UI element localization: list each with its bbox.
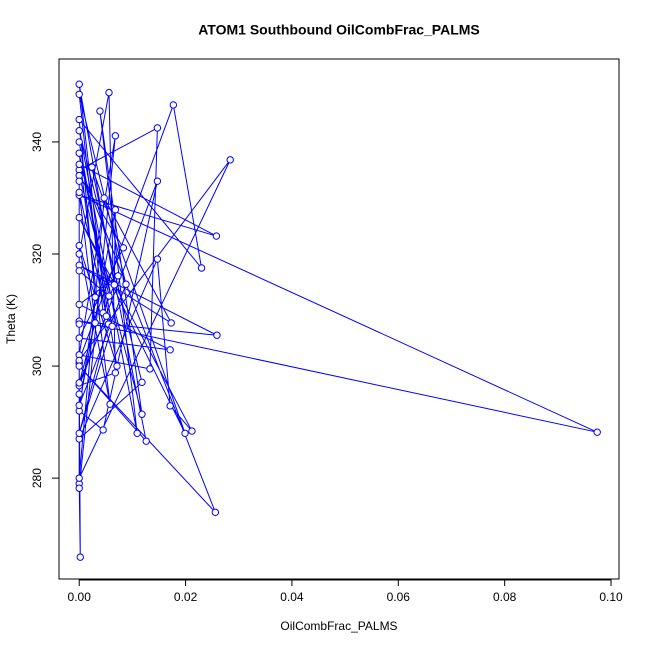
data-point	[153, 124, 162, 132]
data-point	[75, 213, 83, 222]
data-point	[197, 264, 206, 272]
data-point	[138, 410, 146, 418]
data-point	[75, 160, 83, 169]
data-point	[166, 402, 174, 410]
data-point	[88, 163, 96, 171]
data-point	[169, 101, 178, 109]
data-point	[142, 437, 150, 445]
data-point	[75, 138, 83, 146]
data-point	[108, 322, 116, 330]
x-tick-label: 0.10	[599, 590, 623, 604]
data-point	[75, 188, 83, 197]
data-line	[78, 84, 598, 558]
x-tick-label: 0.04	[280, 590, 304, 604]
data-point	[76, 553, 84, 561]
x-tick-label: 0.06	[387, 590, 411, 604]
data-point	[75, 401, 83, 409]
data-point	[75, 241, 83, 250]
y-axis-label: Theta (K)	[4, 294, 18, 344]
x-axis-label: OilCombFrac_PALMS	[280, 619, 397, 633]
data-point	[111, 369, 120, 377]
plot-frame	[58, 58, 620, 580]
x-tick-label: 0.02	[174, 590, 198, 604]
chart-title: ATOM1 Southbound OilCombFrac_PALMS	[198, 22, 480, 38]
data-point	[91, 293, 99, 301]
data-point	[75, 334, 83, 342]
data-point	[153, 255, 162, 263]
data-point	[213, 331, 221, 339]
data-point	[91, 319, 99, 327]
y-tick-label: 280	[30, 468, 44, 488]
data-point	[105, 292, 113, 300]
data-point	[99, 426, 107, 434]
data-point	[181, 429, 189, 438]
data-point	[111, 206, 120, 214]
data-point	[75, 484, 83, 492]
y-tick-label: 320	[30, 244, 44, 264]
data-point	[593, 428, 601, 436]
data-point	[75, 390, 83, 398]
data-point	[102, 312, 111, 320]
data-point	[153, 177, 162, 185]
data-point	[75, 429, 83, 438]
data-point	[96, 107, 104, 115]
data-point	[133, 429, 141, 438]
data-point	[110, 281, 119, 289]
data-point	[75, 149, 83, 157]
data-point	[75, 177, 83, 185]
data-point	[100, 194, 108, 202]
data-point	[75, 115, 83, 124]
data-point	[167, 319, 175, 327]
data-point	[138, 378, 146, 387]
data-point	[75, 474, 83, 482]
data-point	[75, 379, 83, 387]
data-point	[75, 267, 83, 275]
y-tick-label: 340	[30, 132, 44, 152]
data-point	[75, 250, 83, 258]
data-point	[75, 300, 83, 309]
data-point	[119, 244, 128, 252]
data-point	[75, 362, 83, 370]
data-point	[211, 508, 220, 517]
data-point	[166, 346, 174, 354]
data-point	[75, 80, 83, 88]
data-point	[226, 156, 234, 164]
x-tick-label: 0.00	[68, 590, 92, 604]
data-point	[122, 280, 130, 288]
data-point	[106, 400, 114, 408]
data-point	[75, 320, 83, 328]
data-point	[75, 90, 83, 99]
data-point	[146, 365, 154, 373]
data-point	[114, 272, 122, 280]
data-point	[111, 132, 120, 140]
data-point	[212, 232, 221, 240]
data-point	[113, 362, 121, 370]
y-tick-label: 300	[30, 356, 44, 376]
x-tick-label: 0.08	[493, 590, 517, 604]
data-point	[75, 127, 83, 135]
data-point	[105, 88, 113, 97]
data-point	[188, 427, 196, 435]
